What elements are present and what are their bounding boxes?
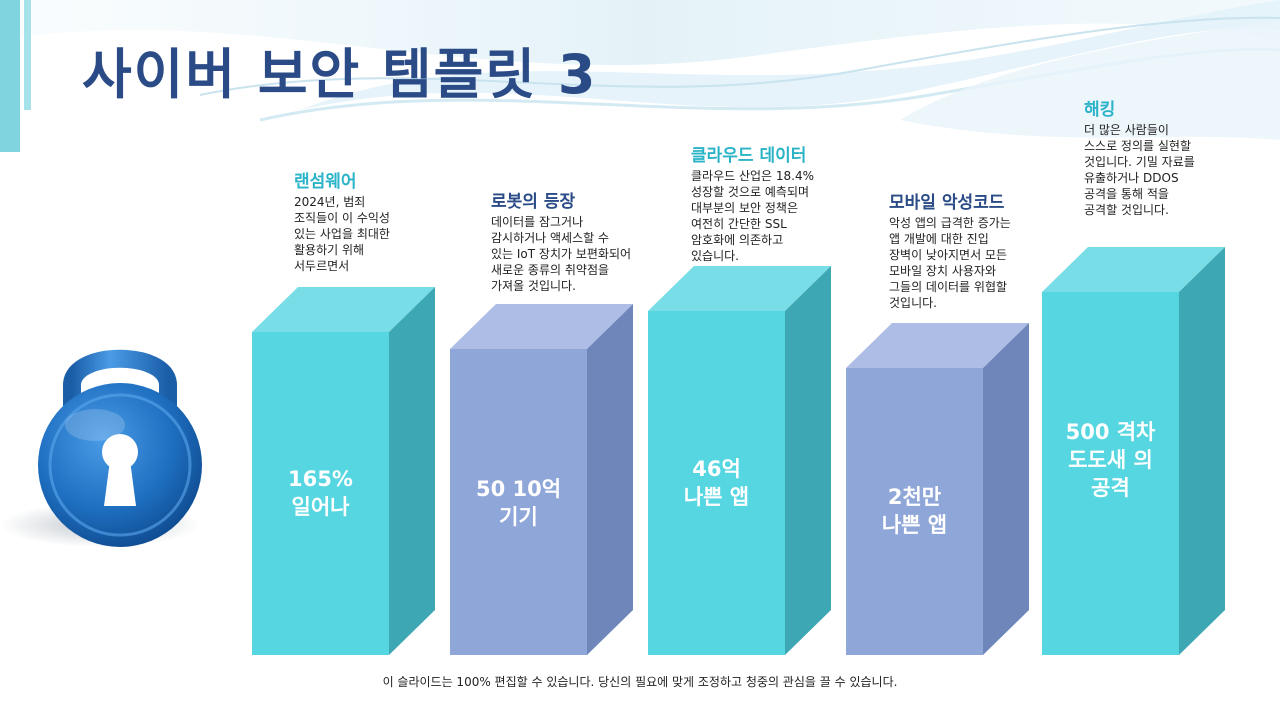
callout-mobile-malware: 모바일 악성코드 악성 앱의 급격한 증가는 앱 개발에 대한 진입 장벽이 낮… xyxy=(889,193,1054,311)
callout-heading: 모바일 악성코드 xyxy=(889,193,1005,213)
callout-text: 더 많은 사람들이 스스로 정의를 실현할 것입니다. 기밀 자료를 유출하거나… xyxy=(1084,123,1195,217)
bar-value-hacking: 500 격차 도도새 의 공격 xyxy=(1065,420,1156,500)
callout-robots: 로봇의 등장 데이터를 잠그거나 감시하거나 액세스할 수 있는 IoT 장치가… xyxy=(491,192,656,294)
accent-bar xyxy=(0,0,20,152)
callout-heading: 클라우드 데이터 xyxy=(691,146,807,166)
callout-ransomware: 랜섬웨어 2024년, 범죄 조직들이 이 수익성 있는 사업을 최대한 활용하… xyxy=(294,172,459,274)
bar-value-cloud-data: 46억 나쁜 앱 xyxy=(683,457,750,509)
bar-ransomware xyxy=(252,287,435,655)
bar-cloud-data xyxy=(648,266,831,655)
accent-bar-thin xyxy=(24,0,31,110)
callout-heading: 로봇의 등장 xyxy=(491,192,576,212)
bar-value-ransomware: 165% 일어나 xyxy=(288,467,353,519)
callout-text: 클라우드 산업은 18.4% 성장할 것으로 예측되며 대부분의 보안 정책은 … xyxy=(691,169,815,263)
bar-hacking xyxy=(1042,247,1225,655)
bar-robots xyxy=(450,304,633,655)
bar-value-mobile-malware: 2천만 나쁜 앱 xyxy=(881,485,948,537)
bar-value-robots: 50 10억 기기 xyxy=(475,477,562,529)
callout-hacking: 해킹 더 많은 사람들이 스스로 정의를 실현할 것입니다. 기밀 자료를 유출… xyxy=(1084,100,1234,218)
callout-heading: 해킹 xyxy=(1084,100,1116,120)
padlock-icon xyxy=(0,349,202,547)
bar-mobile-malware xyxy=(846,323,1029,655)
callout-cloud-data: 클라우드 데이터 클라우드 산업은 18.4% 성장할 것으로 예측되며 대부분… xyxy=(691,146,856,264)
footer-note: 이 슬라이드는 100% 편집할 수 있습니다. 당신의 필요에 맞게 조정하고… xyxy=(382,675,898,689)
callout-text: 데이터를 잠그거나 감시하거나 액세스할 수 있는 IoT 장치가 보편화되어 … xyxy=(491,215,632,293)
callout-text: 2024년, 범죄 조직들이 이 수익성 있는 사업을 최대한 활용하기 위해 … xyxy=(294,195,390,273)
callout-text: 악성 앱의 급격한 증가는 앱 개발에 대한 진입 장벽이 낮아지면서 모든 모… xyxy=(889,216,1011,310)
callout-heading: 랜섬웨어 xyxy=(294,172,357,192)
slide-title: 사이버 보안 템플릿 3 xyxy=(82,43,598,106)
